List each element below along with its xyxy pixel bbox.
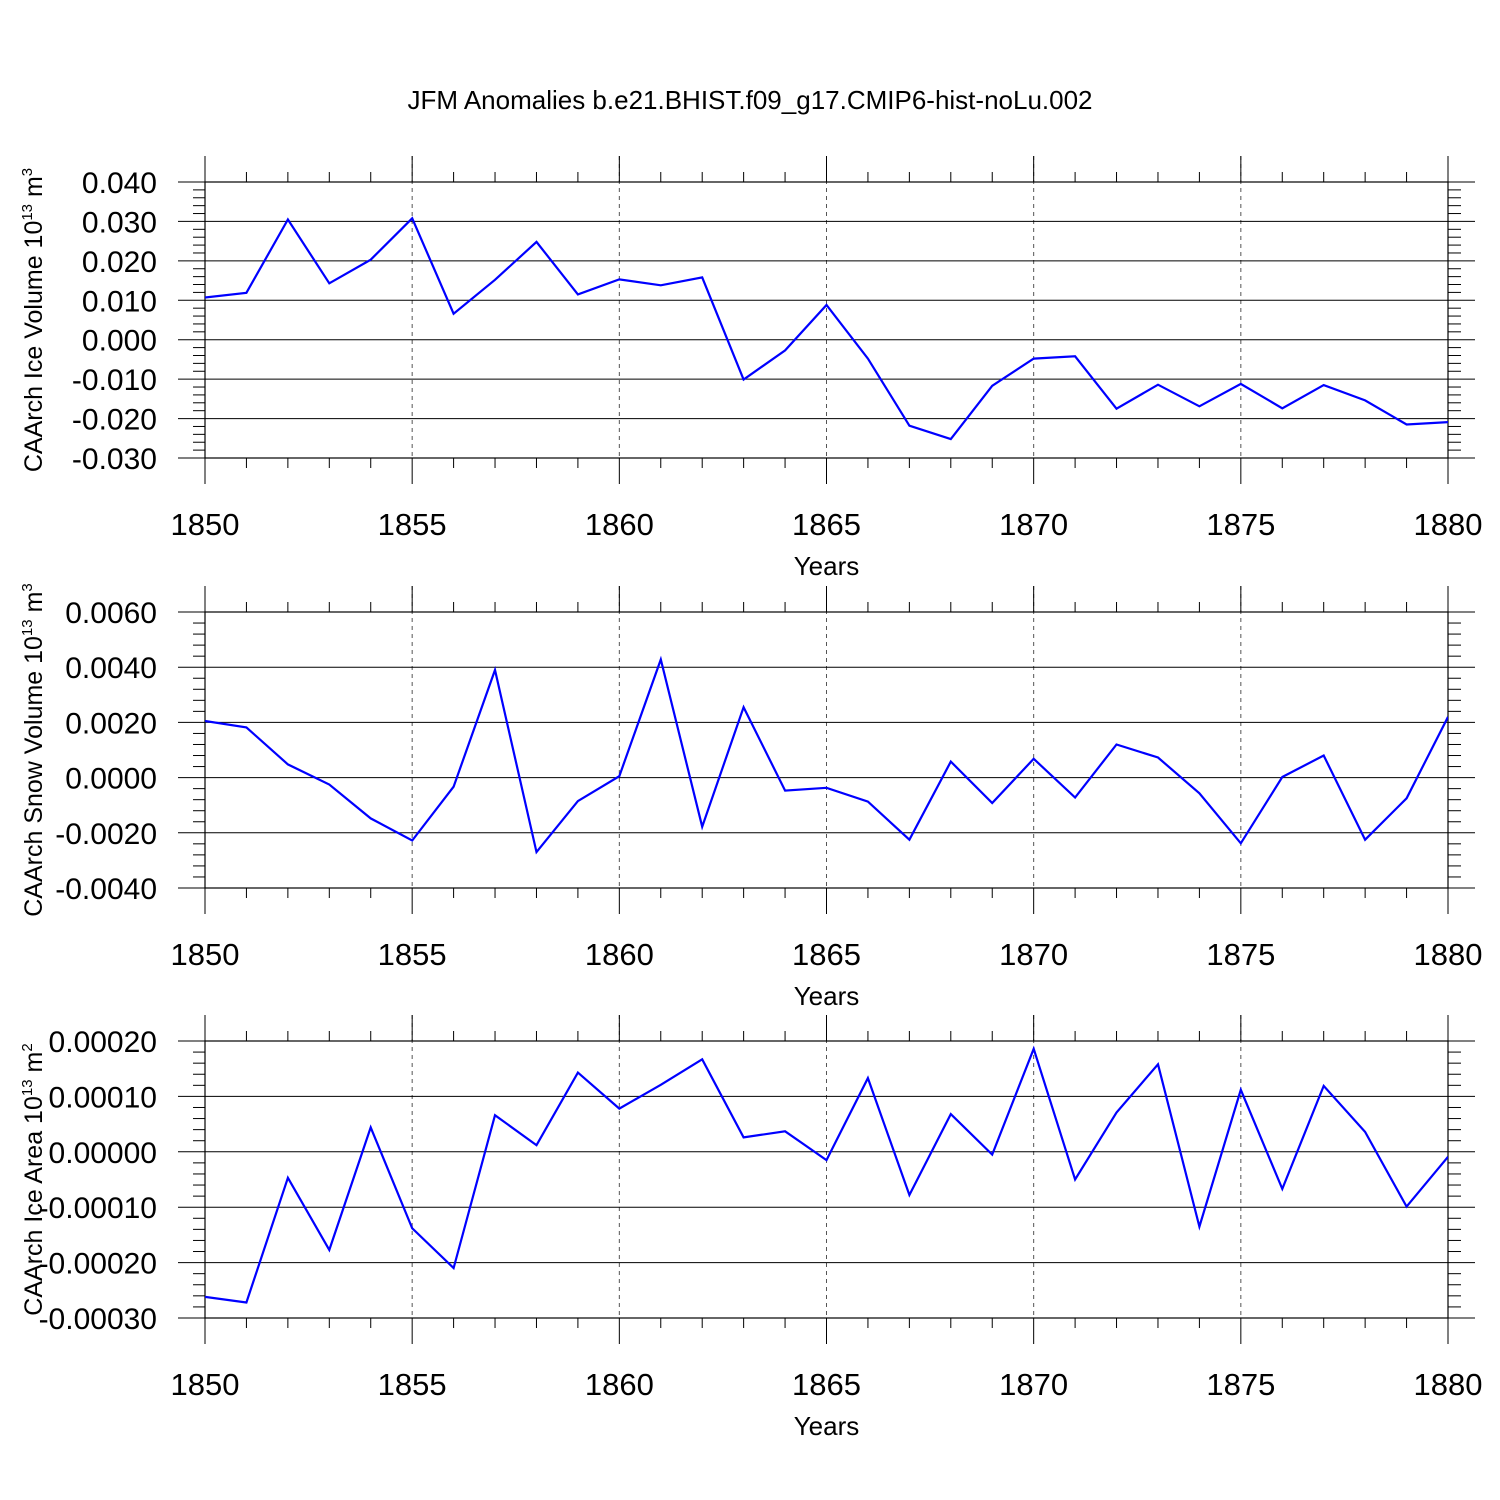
x-tick-label: 1865	[792, 1367, 861, 1402]
series-line	[205, 216, 1448, 441]
y-axis-label-text: CAArch Ice Volume 10	[20, 221, 48, 473]
y-tick-label: 0.010	[82, 285, 157, 318]
y-tick-label: 0.00020	[49, 1026, 157, 1059]
y-tick-label: 0.030	[82, 206, 157, 239]
y-tick-label: 0.0020	[65, 707, 157, 740]
chart-panel-1: 0.040 0.030 0.020 0.010 0.000 -0.010 -0.020 -0.…	[19, 156, 1482, 581]
panels: 0.040 0.030 0.020 0.010 0.000 -0.010 -0.020 -0.…	[19, 156, 1482, 1441]
series-line	[205, 655, 1448, 855]
x-tick-label: 1860	[585, 1367, 654, 1402]
plot-frame	[204, 1040, 1449, 1319]
x-axis-label: Years	[794, 981, 860, 1011]
x-tick-labels: 1850 1855 1860 1865 1870 1875 1880	[171, 1367, 1483, 1402]
y-tick-label: 0.00000	[49, 1137, 157, 1170]
y-tick-labels: 0.00020 0.00010 0.00000 -0.00010 -0.00020 -0.…	[39, 1026, 157, 1336]
x-tick-label: 1865	[792, 937, 861, 972]
y-axis-label-unit: m	[20, 1052, 48, 1080]
x-axis-label: Years	[794, 551, 860, 581]
y-tick-label: 0.00010	[49, 1081, 157, 1114]
x-tick-label: 1880	[1414, 507, 1483, 542]
series-line	[205, 1045, 1448, 1304]
y-axis-label-unit-exponent: 2	[19, 1043, 36, 1051]
x-tick-label: 1855	[378, 937, 447, 972]
y-axis-label: CAArch Ice Area 1013 m2	[19, 1043, 48, 1315]
y-axis-label-unit: m	[20, 592, 48, 620]
y-axis-label: CAArch Ice Volume 1013 m3	[19, 168, 48, 472]
y-axis-label-exponent: 13	[19, 204, 36, 221]
plot-frame	[204, 181, 1449, 459]
y-tick-labels: 0.0060 0.0040 0.0020 0.0000 -0.0020 -0.0040	[55, 597, 157, 906]
y-tick-label: -0.00030	[39, 1303, 157, 1336]
y-tick-label: 0.040	[82, 167, 157, 200]
x-tick-label: 1875	[1206, 507, 1275, 542]
x-tick-label: 1880	[1414, 937, 1483, 972]
x-grid	[411, 1015, 1242, 1318]
y-axis-label-unit-exponent: 3	[19, 583, 36, 591]
x-axis-label: Years	[794, 1411, 860, 1441]
y-tick-label: -0.0040	[55, 873, 157, 906]
y-tick-label: 0.0040	[65, 652, 157, 685]
y-tick-label: -0.00020	[39, 1248, 157, 1281]
y-tick-label: -0.00010	[39, 1192, 157, 1225]
x-tick-label: 1850	[171, 937, 240, 972]
x-tick-label: 1850	[171, 1367, 240, 1402]
x-tick-labels: 1850 1855 1860 1865 1870 1875 1880	[171, 937, 1483, 972]
y-tick-label: 0.0060	[65, 597, 157, 630]
x-tick-label: 1875	[1206, 1367, 1275, 1402]
y-tick-label: 0.020	[82, 246, 157, 279]
x-tick-label: 1850	[171, 507, 240, 542]
y-axis-label-exponent: 13	[19, 1079, 36, 1096]
x-tick-labels: 1850 1855 1860 1865 1870 1875 1880	[171, 507, 1483, 542]
y-tick-label: -0.010	[72, 364, 157, 397]
x-tick-label: 1865	[792, 507, 861, 542]
x-tick-label: 1870	[999, 937, 1068, 972]
y-tick-label: -0.030	[72, 443, 157, 476]
chart-panel-2: 0.0060 0.0040 0.0020 0.0000 -0.0020 -0.0040 18…	[19, 583, 1482, 1011]
x-grid	[411, 156, 1242, 458]
x-tick-label: 1855	[378, 1367, 447, 1402]
x-tick-label: 1855	[378, 507, 447, 542]
y-tick-label: -0.0020	[55, 818, 157, 851]
figure-title: JFM Anomalies b.e21.BHIST.f09_g17.CMIP6-…	[407, 85, 1092, 115]
x-tick-label: 1870	[999, 1367, 1068, 1402]
x-grid	[411, 586, 1242, 888]
y-tick-label: 0.0000	[65, 763, 157, 796]
x-tick-label: 1860	[585, 937, 654, 972]
chart-panel-3: 0.00020 0.00010 0.00000 -0.00010 -0.00020 -0.…	[19, 1015, 1482, 1441]
y-axis-label-unit-exponent: 3	[19, 168, 36, 176]
y-tick-label: 0.000	[82, 325, 157, 358]
y-axis-label-unit: m	[20, 176, 48, 204]
x-tick-label: 1875	[1206, 937, 1275, 972]
y-tick-label: -0.020	[72, 404, 157, 437]
y-axis-label-text: CAArch Snow Volume 10	[20, 636, 48, 917]
y-axis-label-exponent: 13	[19, 619, 36, 636]
x-tick-label: 1860	[585, 507, 654, 542]
x-tick-label: 1880	[1414, 1367, 1483, 1402]
y-axis-label: CAArch Snow Volume 1013 m3	[19, 583, 48, 917]
x-tick-label: 1870	[999, 507, 1068, 542]
y-axis-label-text: CAArch Ice Area 10	[20, 1096, 48, 1316]
y-tick-labels: 0.040 0.030 0.020 0.010 0.000 -0.010 -0.020 -0.…	[72, 167, 157, 476]
plot-frame	[204, 611, 1449, 889]
